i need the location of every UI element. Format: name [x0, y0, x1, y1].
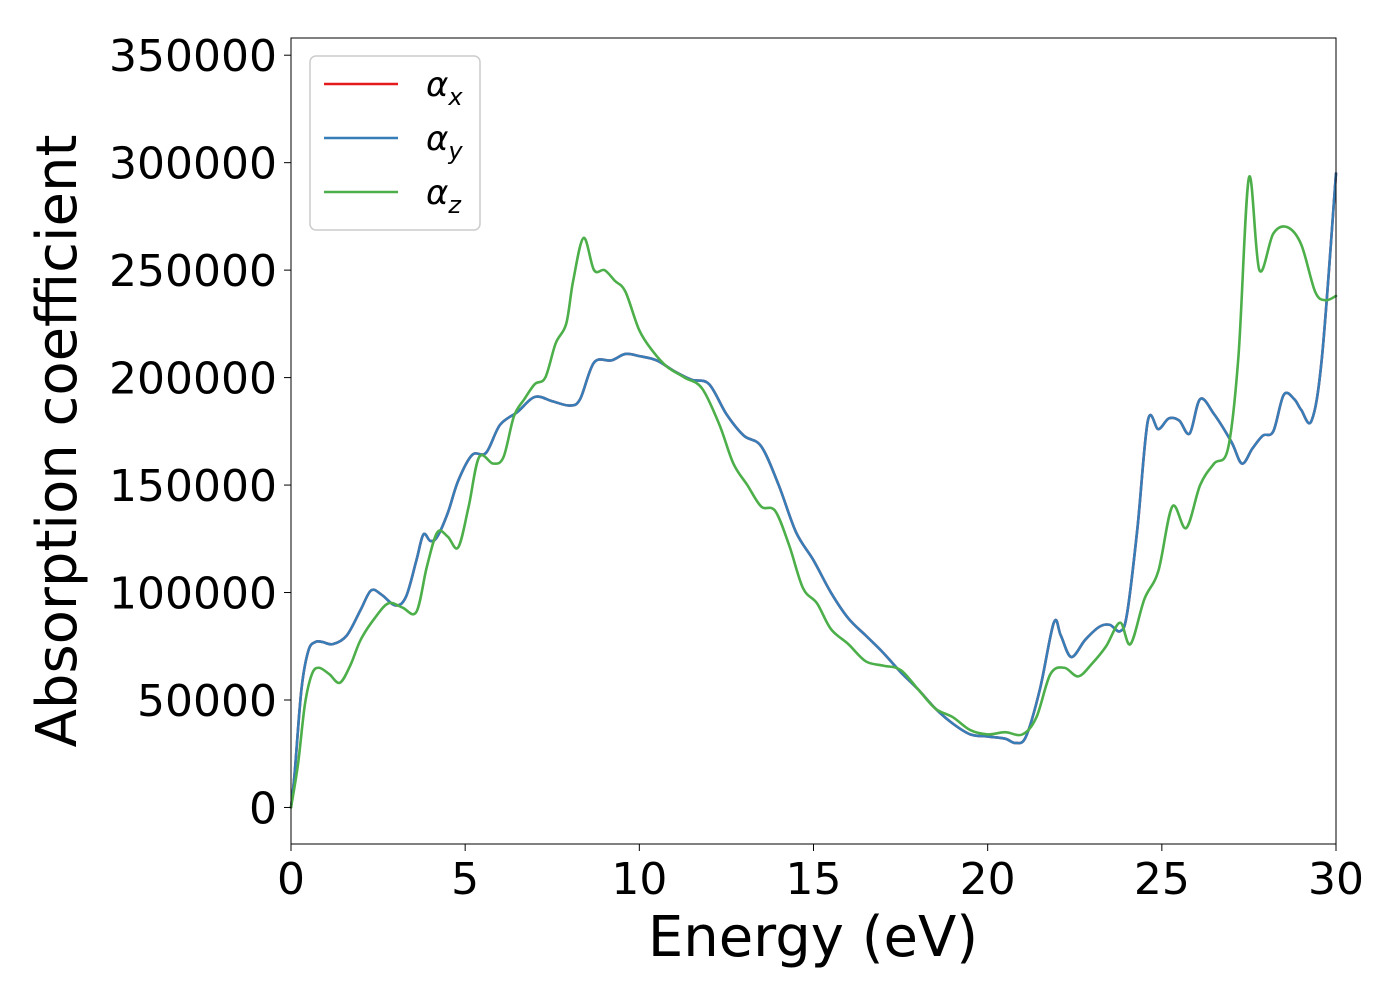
legend-label-subscript: z	[447, 191, 462, 219]
legend-label-base: α	[426, 65, 448, 105]
y-axis: 0 50000 100000 150000 200000 250000 300000 3500…	[109, 31, 291, 834]
x-tick-label: 5	[451, 854, 479, 905]
legend-label-subscript: y	[447, 137, 463, 165]
y-tick-label: 250000	[109, 246, 277, 297]
x-tick-label: 20	[960, 854, 1016, 905]
y-tick-label: 0	[249, 783, 277, 834]
series-layer	[289, 172, 1338, 809]
legend-label-y: αy	[426, 119, 463, 165]
y-axis-title: Absorption coefficient	[25, 135, 90, 748]
legend-label-subscript: x	[447, 83, 463, 111]
x-axis-title: Energy (eV)	[648, 905, 978, 970]
legend-label-base: α	[426, 119, 448, 159]
legend-box	[309, 55, 481, 231]
y-tick-label: 50000	[137, 676, 277, 727]
x-tick-label: 10	[611, 854, 667, 905]
x-axis: 0 5 10 15 20 25 30	[277, 844, 1364, 905]
y-tick-label: 100000	[109, 569, 277, 620]
y-tick-label: 300000	[109, 139, 277, 190]
legend-label-z: αz	[426, 173, 462, 219]
x-tick-label: 0	[277, 854, 305, 905]
y-tick-label: 150000	[109, 461, 277, 512]
x-tick-label: 25	[1134, 854, 1190, 905]
series-line-z	[289, 175, 1338, 809]
x-tick-label: 30	[1308, 854, 1364, 905]
series-line-y	[289, 172, 1338, 809]
y-tick-label: 350000	[109, 31, 277, 82]
legend-label-base: α	[426, 173, 448, 213]
x-tick-label: 15	[786, 854, 842, 905]
y-tick-label: 200000	[109, 354, 277, 405]
legend-label-x: αx	[426, 65, 463, 111]
